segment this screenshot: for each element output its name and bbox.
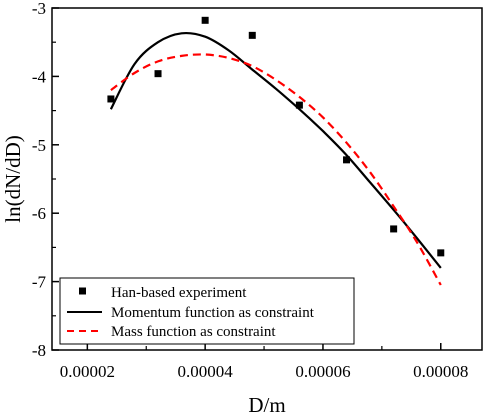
y-axis-ticks: -3 -4 -5 -6 -7 -8 xyxy=(32,0,59,360)
legend-label-momentum: Momentum function as constraint xyxy=(111,305,315,321)
legend-label-experiment: Han-based experiment xyxy=(111,285,247,301)
y-tick-label: -6 xyxy=(32,204,46,223)
data-point xyxy=(201,16,209,24)
y-tick-label: -7 xyxy=(32,273,47,292)
data-point xyxy=(295,101,303,109)
y-tick-label: -8 xyxy=(32,341,46,360)
y-tick-label: -5 xyxy=(32,136,46,155)
legend-marker-square xyxy=(79,287,86,295)
data-point xyxy=(248,31,256,39)
x-tick-label: 0.00006 xyxy=(295,362,350,381)
y-tick-label: -3 xyxy=(32,0,46,18)
x-axis-ticks: 0.00002 0.00004 0.00006 0.00008 xyxy=(60,343,468,381)
legend-label-mass: Mass function as constraint xyxy=(111,324,276,340)
y-tick-label: -4 xyxy=(32,67,47,86)
series-line-2 xyxy=(110,53,442,286)
legend: Han-based experiment Momentum function a… xyxy=(59,277,355,345)
series-line-1 xyxy=(109,31,442,269)
series-layer xyxy=(107,16,445,286)
data-point xyxy=(154,70,162,78)
x-tick-label: 0.00004 xyxy=(178,362,234,381)
y-axis-title: ln(dN/dD) xyxy=(1,135,25,223)
x-tick-label: 0.00008 xyxy=(413,362,468,381)
x-axis-title: D/m xyxy=(248,393,285,417)
x-tick-label: 0.00002 xyxy=(60,362,115,381)
data-point xyxy=(437,249,445,257)
data-point xyxy=(343,156,351,164)
legend-box xyxy=(59,277,355,345)
data-point xyxy=(107,95,115,103)
data-point xyxy=(390,225,398,233)
